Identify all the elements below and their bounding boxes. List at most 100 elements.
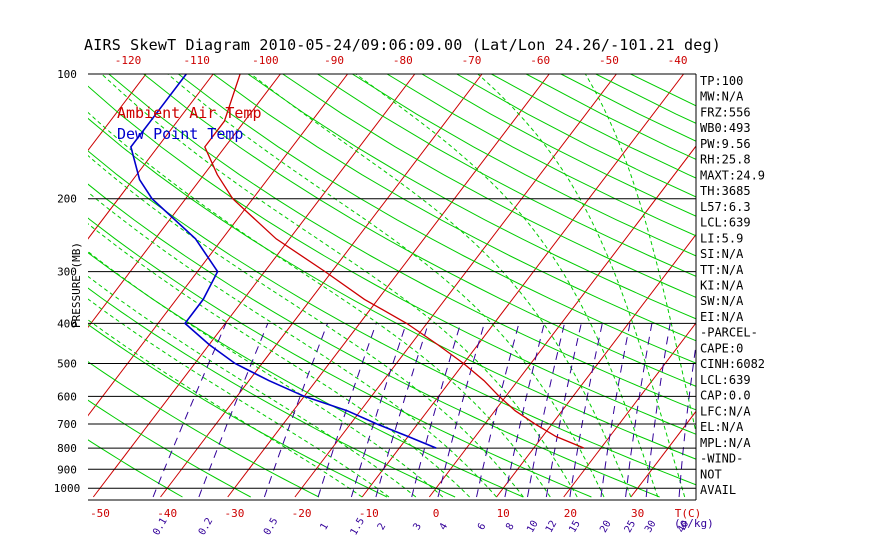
moist-adiabat-line bbox=[477, 74, 686, 498]
dry-adiabat-line bbox=[88, 183, 660, 498]
stat-label: EL:N/A bbox=[700, 420, 744, 434]
mixing-ratio-line bbox=[600, 323, 631, 498]
y-tick-label: 200 bbox=[57, 193, 77, 206]
mixing-ratio-tick-label: 30 bbox=[643, 519, 659, 535]
stat-label: AVAIL bbox=[700, 483, 736, 497]
isotherm-line bbox=[0, 74, 12, 497]
y-tick-label: 900 bbox=[57, 463, 77, 476]
dry-adiabat-line bbox=[212, 74, 696, 342]
x-bottom-tick-label: -30 bbox=[224, 507, 244, 520]
stat-label: CAP:0.0 bbox=[700, 389, 751, 403]
x-top-tick-label: -60 bbox=[530, 54, 550, 67]
dry-adiabat-line bbox=[247, 74, 696, 320]
x-bottom-tick-label: -50 bbox=[90, 507, 110, 520]
y-tick-label: 300 bbox=[57, 266, 77, 279]
dry-adiabat-line bbox=[108, 74, 696, 411]
mixing-ratio-line bbox=[527, 323, 565, 498]
y-tick-label: 400 bbox=[57, 317, 77, 330]
x-top-tick-label: -120 bbox=[115, 54, 142, 67]
ambient-air-temp-line bbox=[204, 74, 585, 449]
mixing-ratio-tick-label: 10 bbox=[525, 519, 541, 535]
mixing-ratio-tick-label: 12 bbox=[544, 519, 560, 535]
x-top-tick-label: -40 bbox=[668, 54, 688, 67]
mixing-ratio-tick-label: 20 bbox=[598, 519, 614, 535]
x-bottom-tick-label: 30 bbox=[631, 507, 644, 520]
y-tick-label: 500 bbox=[57, 358, 77, 371]
dry-adiabat-line bbox=[178, 74, 696, 364]
isotherm-line bbox=[630, 410, 696, 498]
stat-label: LCL:639 bbox=[700, 216, 751, 230]
mixing-ratio-tick-label: 40 bbox=[676, 519, 692, 535]
mixing-ratio-line bbox=[350, 323, 407, 498]
isotherm-line bbox=[227, 74, 550, 498]
stat-label: SI:N/A bbox=[700, 247, 744, 261]
mixing-ratio-line bbox=[569, 323, 603, 498]
isotherm-line bbox=[88, 74, 147, 152]
x-bottom-tick-label: -10 bbox=[359, 507, 379, 520]
x-top-tick-label: -50 bbox=[599, 54, 619, 67]
stat-label: LCL:639 bbox=[700, 373, 751, 387]
mixing-ratio-tick-label: 0.5 bbox=[262, 516, 281, 537]
y-tick-label: 700 bbox=[57, 418, 77, 431]
dry-adiabat-line bbox=[143, 74, 696, 387]
y-axis-label: PRESSURE (MB) bbox=[70, 242, 83, 328]
isotherm-line bbox=[294, 74, 617, 498]
dry-adiabat-line bbox=[491, 74, 696, 179]
mixing-ratio-line bbox=[625, 323, 653, 498]
moist-adiabat-line bbox=[88, 319, 363, 498]
y-tick-label: 100 bbox=[57, 68, 77, 81]
mixing-ratio-line bbox=[437, 323, 485, 498]
isotherm-line bbox=[92, 74, 416, 498]
isotherm-line bbox=[563, 322, 696, 498]
stat-label: CAPE:0 bbox=[700, 341, 743, 355]
isotherm-line bbox=[833, 74, 870, 497]
mixing-ratio-line bbox=[411, 323, 462, 498]
mixing-ratio-tick-label: 0.2 bbox=[197, 516, 216, 537]
stat-label: LFC:N/A bbox=[700, 404, 751, 418]
moist-adiabat-line bbox=[88, 111, 551, 498]
mixing-ratio-tick-label: 25 bbox=[623, 519, 639, 535]
stat-label: KI:N/A bbox=[700, 278, 744, 292]
moist-adiabat-line bbox=[584, 74, 696, 435]
x-bottom-tick-label: -40 bbox=[157, 507, 177, 520]
stat-label: MAXT:24.9 bbox=[700, 168, 765, 182]
moist-adiabat-line bbox=[88, 154, 524, 498]
isotherm-line bbox=[88, 74, 214, 240]
stat-label: TP:100 bbox=[700, 74, 743, 88]
mixing-ratio-line bbox=[678, 341, 696, 498]
dry-adiabat-line bbox=[88, 287, 456, 498]
mixing-ratio-line bbox=[545, 323, 582, 498]
stat-label: TT:N/A bbox=[700, 263, 744, 277]
stat-label: FRZ:556 bbox=[700, 105, 751, 119]
mixing-ratio-tick-label: 2 bbox=[376, 521, 389, 532]
stat-label: SW:N/A bbox=[700, 294, 744, 308]
dry-adiabat-line bbox=[88, 361, 320, 498]
mixing-ratio-line bbox=[263, 323, 328, 498]
moist-adiabat-line bbox=[101, 74, 578, 498]
mixing-ratio-tick-label: 8 bbox=[504, 521, 517, 532]
x-top-tick-label: -90 bbox=[324, 54, 344, 67]
stat-label: PW:9.56 bbox=[700, 137, 751, 151]
dry-adiabat-line bbox=[352, 74, 696, 257]
stat-label: CINH:6082 bbox=[700, 357, 765, 371]
dry-adiabat-line bbox=[88, 439, 183, 498]
isotherm-line bbox=[428, 145, 696, 498]
chart-title: AIRS SkewT Diagram 2010-05-24/09:06:09.0… bbox=[84, 36, 721, 54]
moist-adiabat-line bbox=[88, 298, 390, 498]
x-top-tick-label: -70 bbox=[462, 54, 482, 67]
y-tick-label: 800 bbox=[57, 442, 77, 455]
mixing-ratio-unit-label: (g/kg) bbox=[674, 517, 714, 530]
stat-label: LI:5.9 bbox=[700, 231, 743, 245]
mixing-ratio-tick-label: 3 bbox=[411, 521, 424, 532]
stat-label: WB0:493 bbox=[700, 121, 751, 135]
dry-adiabat-line bbox=[88, 85, 696, 435]
x-top-tick-label: -80 bbox=[393, 54, 413, 67]
mixing-ratio-line bbox=[152, 323, 227, 498]
x-top-tick-label: -110 bbox=[183, 54, 210, 67]
isotherm-line bbox=[88, 74, 349, 417]
dry-adiabat-line bbox=[386, 74, 696, 237]
dry-adiabat-line bbox=[282, 74, 696, 298]
isotherm-line bbox=[0, 74, 79, 497]
mixing-ratio-tick-label: 4 bbox=[438, 521, 451, 532]
legend-entry: Dew Point Temp bbox=[117, 125, 243, 143]
